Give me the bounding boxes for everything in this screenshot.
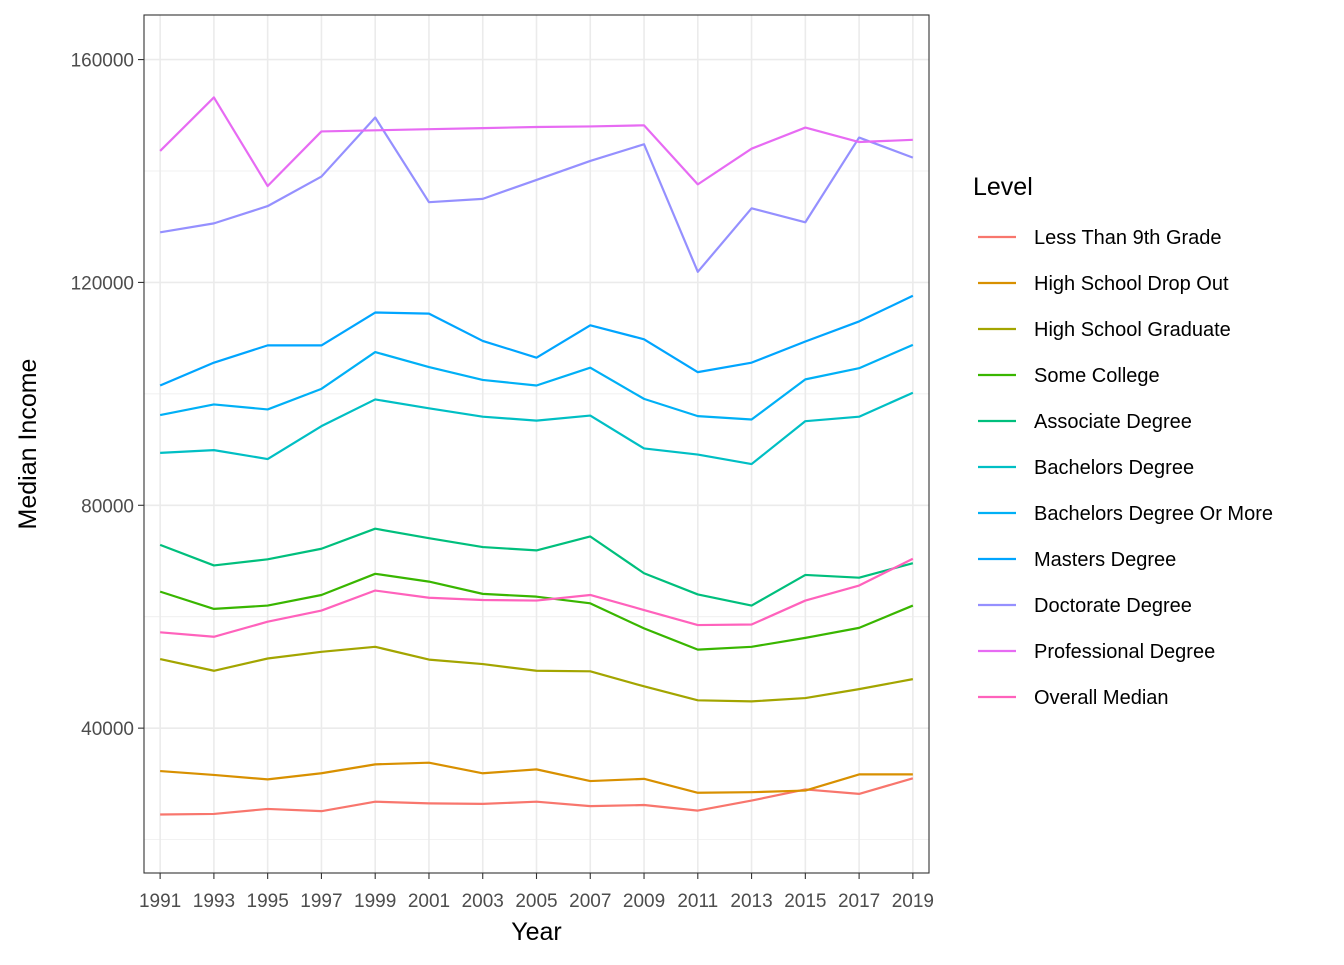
legend-label: Less Than 9th Grade — [1034, 227, 1222, 249]
x-tick-label: 2019 — [892, 891, 934, 912]
x-tick-label: 1999 — [354, 891, 396, 912]
y-tick-label: 120000 — [71, 273, 134, 294]
x-tick-label: 2009 — [623, 891, 665, 912]
legend-label: Overall Median — [1034, 687, 1169, 709]
x-tick-label: 1997 — [300, 891, 342, 912]
x-tick-label: 2001 — [408, 891, 450, 912]
x-tick-label: 2003 — [462, 891, 504, 912]
series-line — [159, 527, 914, 607]
series-line — [159, 572, 914, 651]
y-tick-label: 40000 — [81, 719, 134, 740]
legend-label: High School Graduate — [1034, 319, 1231, 341]
legend-label: Bachelors Degree Or More — [1034, 503, 1273, 525]
legend-label: Bachelors Degree — [1034, 457, 1194, 479]
x-tick-label: 2013 — [730, 891, 772, 912]
legend-label: Doctorate Degree — [1034, 595, 1192, 617]
legend-label: Professional Degree — [1034, 641, 1215, 663]
series-line — [160, 557, 914, 638]
legend-label: Associate Degree — [1034, 411, 1192, 433]
x-tick-label: 1993 — [193, 891, 235, 912]
x-tick-label: 2017 — [838, 891, 880, 912]
series-line — [160, 777, 914, 816]
y-tick-label: 80000 — [81, 496, 134, 517]
x-tick-label: 2007 — [569, 891, 611, 912]
x-tick-label: 2005 — [515, 891, 557, 912]
grid-layer — [144, 15, 929, 873]
series-layer — [159, 96, 914, 816]
series-line — [159, 96, 913, 188]
x-axis-title: Year — [511, 918, 562, 946]
x-tick-label: 1991 — [139, 891, 181, 912]
series-line — [159, 645, 914, 703]
x-tick-label: 2011 — [677, 891, 718, 912]
series-line — [160, 761, 913, 794]
x-tick-label: 1995 — [247, 891, 289, 912]
y-tick-label: 160000 — [71, 51, 134, 72]
legend-label: Some College — [1034, 365, 1160, 387]
y-axis-title: Median Income — [14, 359, 42, 530]
series-line — [160, 391, 914, 466]
axis-layer: 40000 80000 120000 160000 1991 1993 1995 1997 19… — [71, 51, 934, 912]
legend-title: Level — [973, 173, 1033, 201]
legend: Level Less Than 9th Grade High School Dro… — [973, 173, 1273, 709]
legend-label: Masters Degree — [1034, 549, 1176, 571]
series-line — [159, 343, 914, 421]
legend-label: High School Drop Out — [1034, 273, 1229, 295]
series-line — [159, 294, 914, 387]
series-line — [159, 116, 914, 273]
x-tick-label: 2015 — [784, 891, 826, 912]
legend-items: Less Than 9th Grade High School Drop Out H… — [978, 227, 1273, 709]
